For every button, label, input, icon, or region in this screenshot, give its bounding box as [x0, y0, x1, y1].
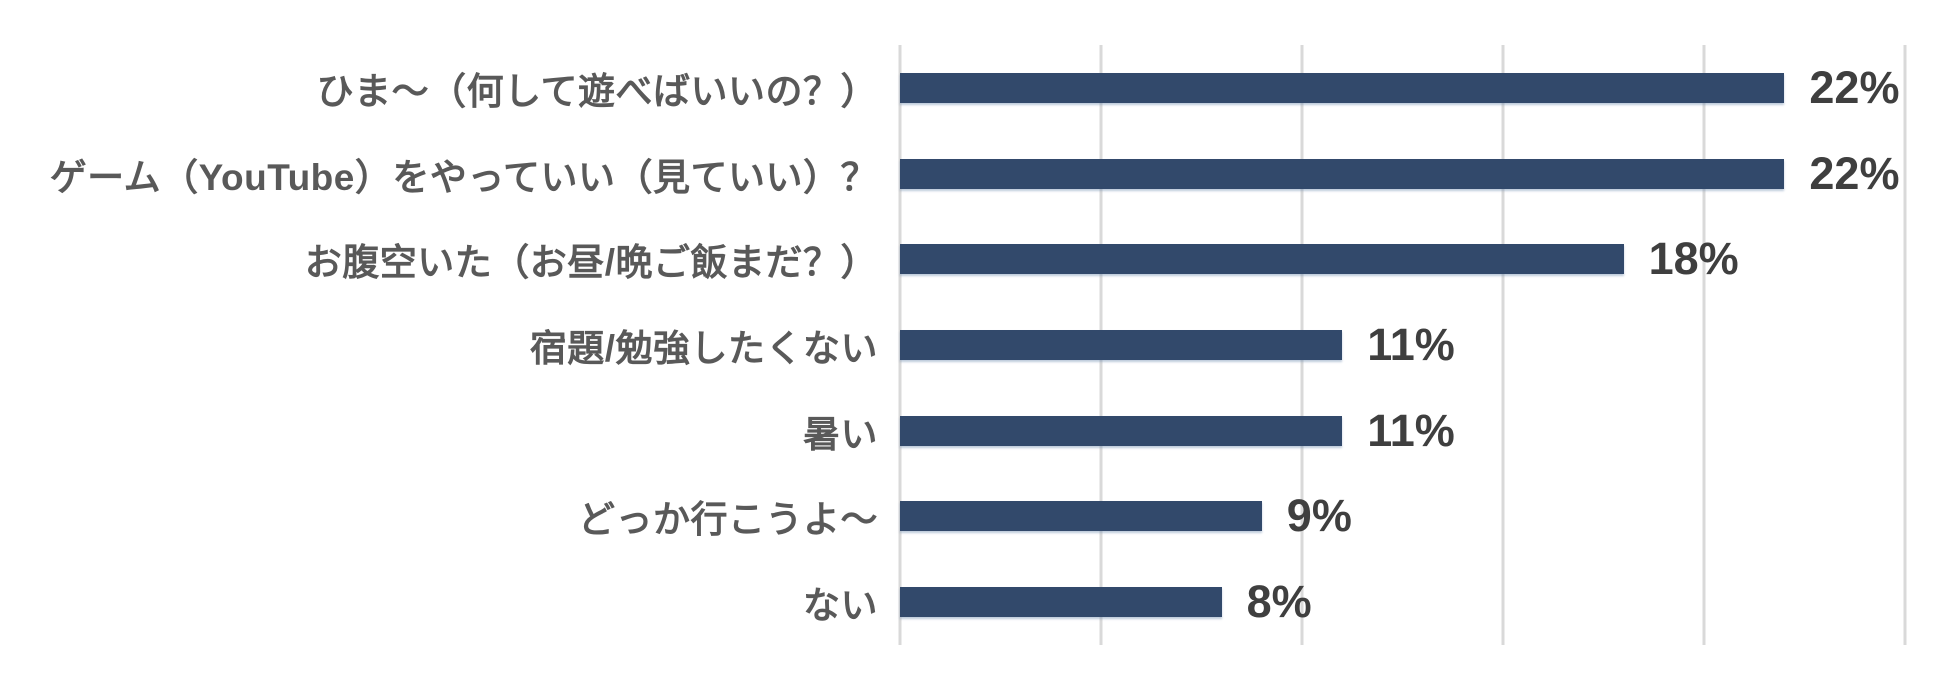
chart-row: どっか行こうよ〜 9%: [0, 474, 1905, 560]
bar: [900, 587, 1222, 618]
category-label: お腹空いた（お昼/晩ご飯まだ？）: [304, 242, 878, 284]
value-label: 22%: [1809, 61, 1900, 113]
chart-row: 宿題/勉強したくない 11%: [0, 302, 1905, 388]
bar-track: 11%: [900, 388, 1905, 474]
category-label: 暑い: [803, 413, 878, 455]
chart-row: ゲーム（YouTube）をやっていい（見ていい）？ 22%: [0, 131, 1905, 217]
category-label: ゲーム（YouTube）をやっていい（見ていい）？: [49, 156, 878, 198]
bar-track: 22%: [900, 131, 1905, 217]
category-label: 宿題/勉強したくない: [529, 328, 878, 370]
bar-track: 22%: [900, 45, 1905, 131]
bar: [900, 158, 1785, 189]
category-label: ない: [803, 585, 878, 627]
gridline: [1702, 45, 1706, 645]
bar-track: 9%: [900, 474, 1905, 560]
category-label: どっか行こうよ〜: [578, 499, 878, 541]
value-label: 8%: [1246, 576, 1312, 628]
category-label: ひま〜（何して遊べばいいの？）: [316, 70, 878, 112]
gridline: [1501, 45, 1505, 645]
bar: [900, 501, 1262, 532]
gridline: [1903, 45, 1907, 645]
bar: [900, 415, 1343, 446]
chart-row: ない 8%: [0, 559, 1905, 645]
chart-row: お腹空いた（お昼/晩ご飯まだ？） 18%: [0, 216, 1905, 302]
bar: [900, 72, 1785, 103]
value-label: 22%: [1809, 147, 1900, 199]
bar-track: 8%: [900, 559, 1905, 645]
chart-rows: ひま〜（何して遊べばいいの？） 22% ゲーム（YouTube）をやっていい（見てい…: [0, 45, 1905, 645]
bar-track: 11%: [900, 302, 1905, 388]
chart-row: 暑い 11%: [0, 388, 1905, 474]
bar: [900, 330, 1343, 361]
bar: [900, 244, 1624, 275]
value-label: 18%: [1648, 233, 1739, 285]
value-label: 11%: [1367, 404, 1455, 456]
value-label: 9%: [1286, 490, 1352, 542]
bar-track: 18%: [900, 216, 1905, 302]
value-label: 11%: [1367, 319, 1455, 371]
chart-row: ひま〜（何して遊べばいいの？） 22%: [0, 45, 1905, 131]
